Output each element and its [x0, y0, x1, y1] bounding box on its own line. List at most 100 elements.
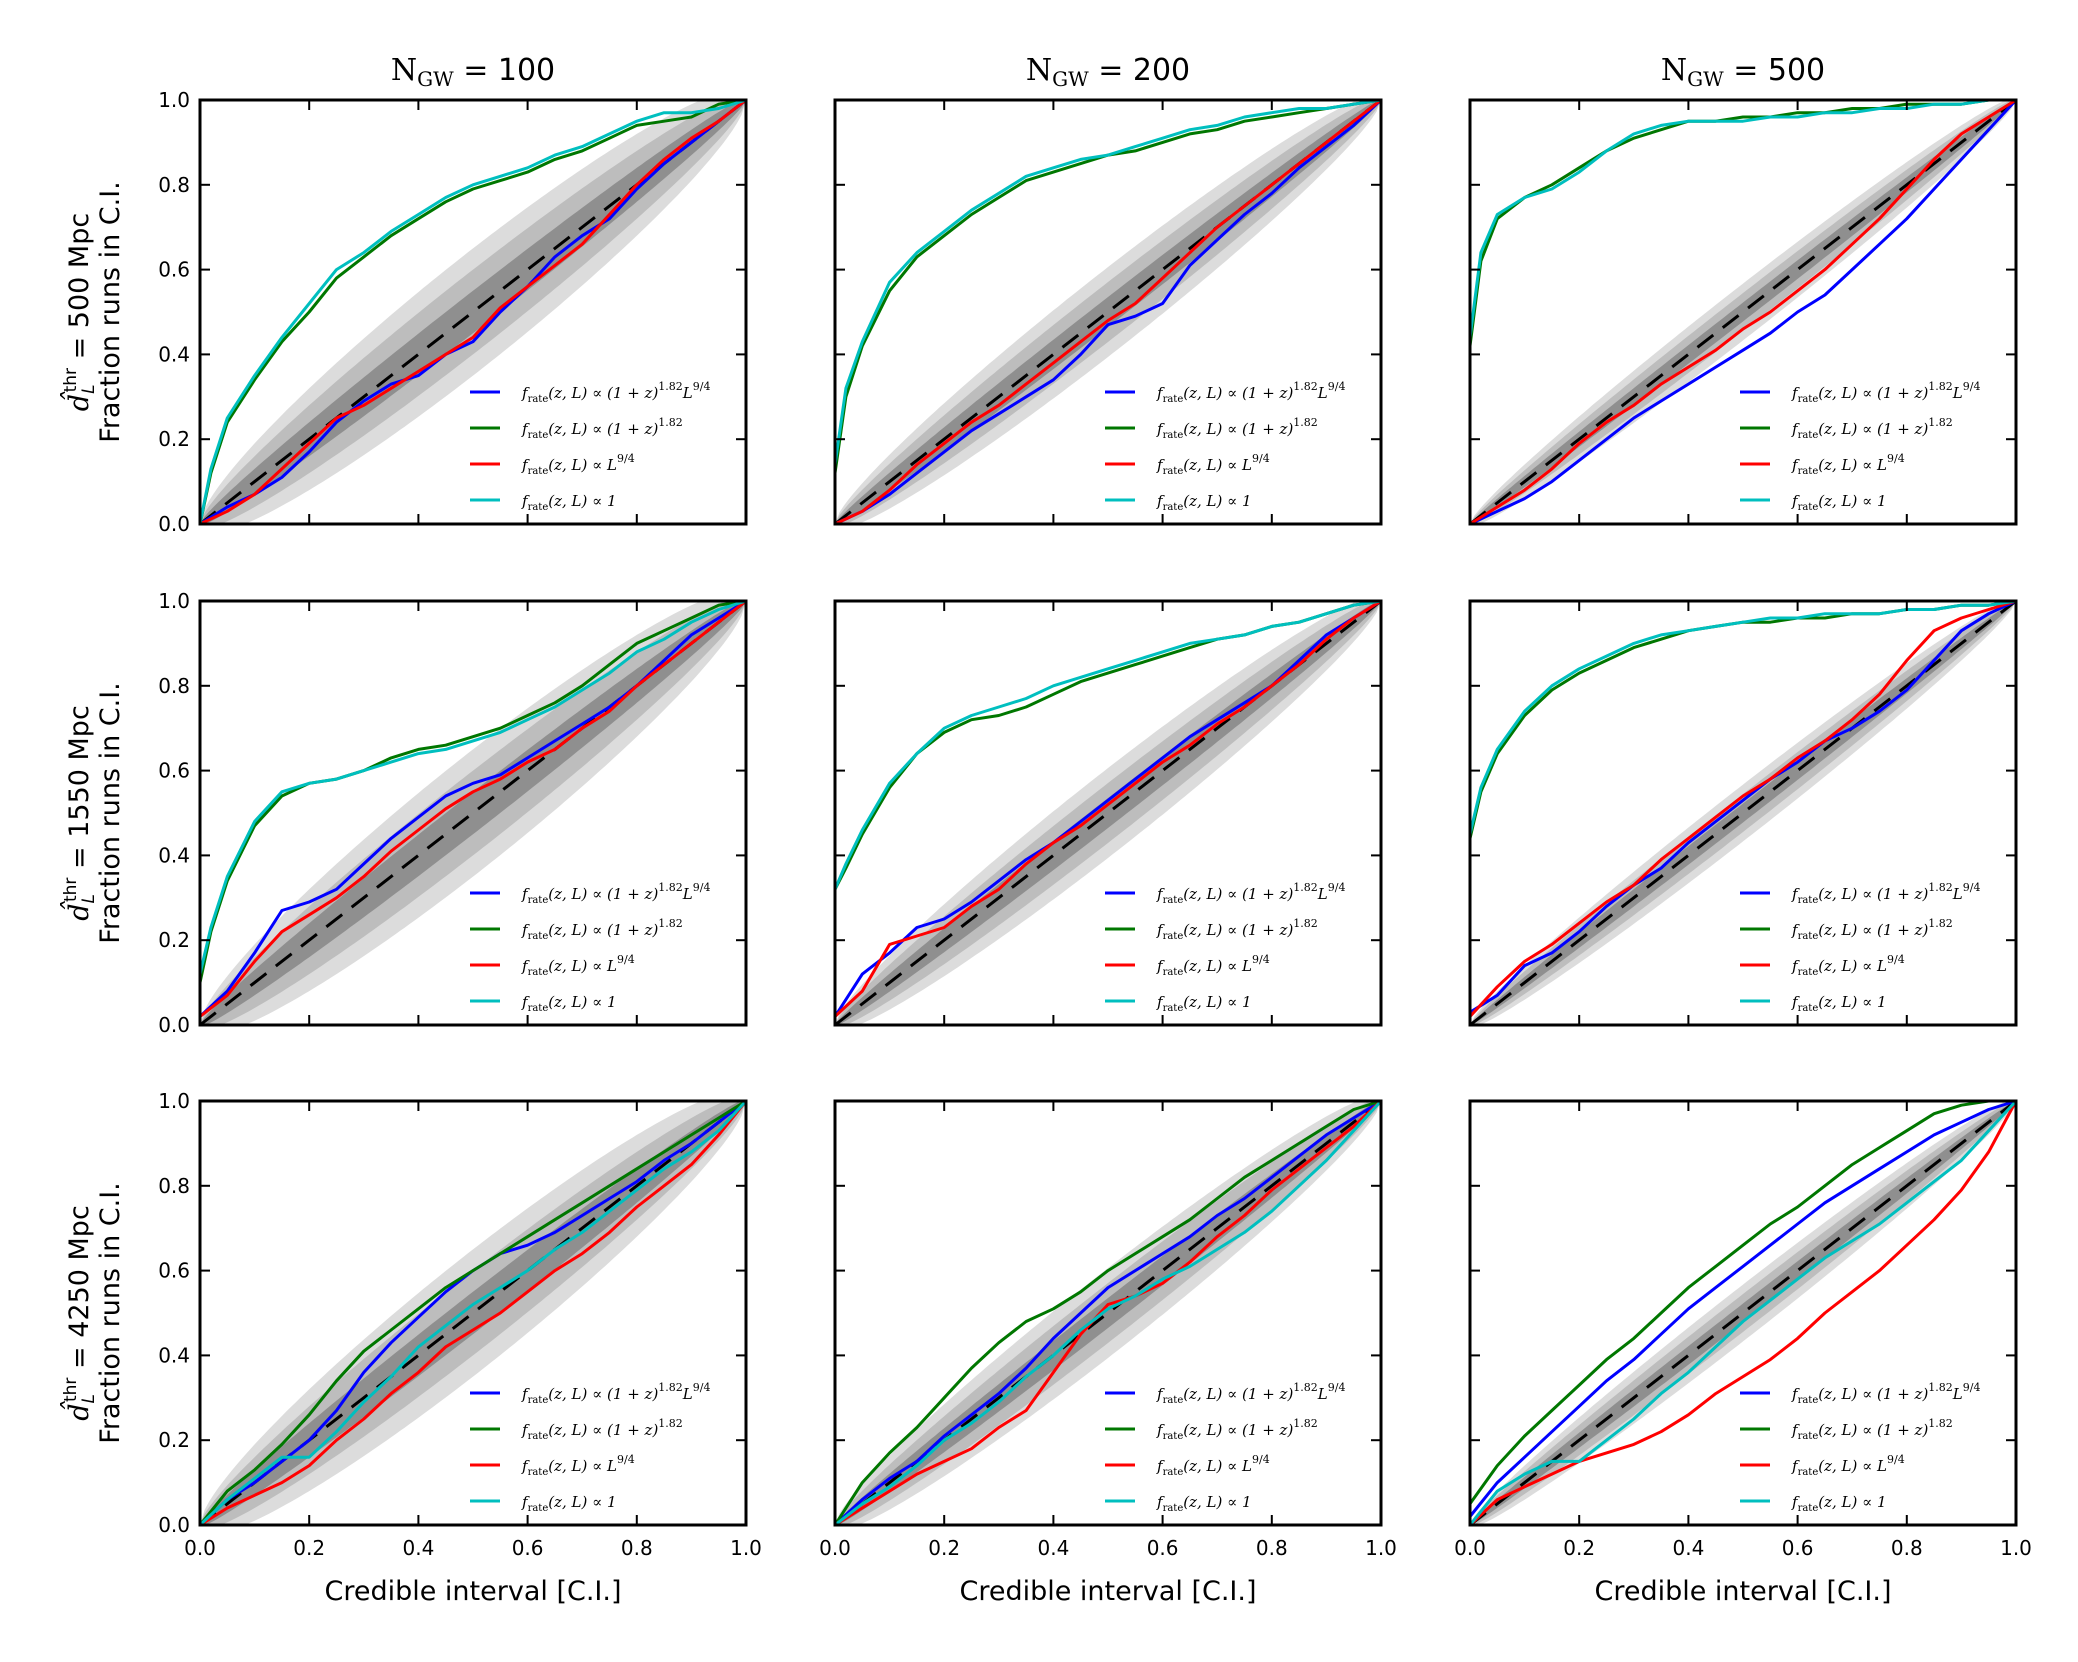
legend-base: f [1791, 1493, 1800, 1511]
legend-sup2: 9/4 [1328, 380, 1346, 393]
legend-mid: (z, L) ∝ 1 [1183, 1493, 1251, 1511]
legend-label-1: frate(z, L) ∝ (1 + z)1.82L9/4 [521, 380, 710, 405]
legend-base: f [1791, 1457, 1800, 1475]
x-tick-label: 0.6 [1782, 1536, 1814, 1560]
x-tick-label: 0.2 [293, 1536, 325, 1560]
legend-mid: (z, L) ∝ (1 + z) [1183, 1421, 1293, 1439]
series-line-4 [198, 599, 747, 975]
plot-frame [833, 1099, 1383, 1527]
legend-base: f [1791, 420, 1800, 438]
row-label-text: = 1550 Mpc [64, 705, 95, 877]
series-line-2 [198, 98, 747, 525]
legend-sub: rate [528, 967, 549, 978]
legend-base: f [521, 456, 530, 474]
legend-sup: 1.82 [1293, 380, 1318, 393]
title-equals: = [1089, 53, 1133, 88]
legend-base: f [1791, 993, 1800, 1011]
legend-mid: (z, L) ∝ L [1183, 1457, 1252, 1475]
series-line-2 [198, 1099, 747, 1526]
legend-base: f [1791, 384, 1800, 402]
series-line-4 [833, 98, 1382, 465]
series-line-2 [1468, 98, 2016, 347]
y-tick-label: 1.0 [158, 1089, 190, 1113]
y-tick-label: 0.2 [158, 928, 190, 952]
legend-sup: 1.82 [1928, 1381, 1953, 1394]
x-tick-label: 0.0 [184, 1536, 216, 1560]
legend-mid: (z, L) ∝ L [1818, 1457, 1887, 1475]
legend-mid: (z, L) ∝ (1 + z) [548, 885, 658, 903]
title-equals: = [454, 53, 498, 88]
series-line-3 [199, 599, 747, 1018]
legend-sup2: 9/4 [693, 1381, 711, 1394]
legend-mid: (z, L) ∝ L [1183, 456, 1252, 474]
plot-frame [833, 98, 1383, 526]
panel-r2-c0: 0.00.0 0.2 0.2 0.4 0.4 0.6 0.6 0.8 0.8 1.0 1.0 Cred… [158, 1089, 762, 1607]
series-line-3 [834, 1099, 1383, 1527]
y-tick-label: 0.6 [158, 759, 190, 783]
row-label-symbol: d̂ [60, 391, 95, 411]
row-label-sub: L [79, 894, 99, 903]
legend-label-3: frate(z, L) ∝ L9/4 [1156, 953, 1270, 978]
legend-tail: L [1952, 885, 1963, 903]
series-line-1 [198, 599, 747, 1018]
legend-base: f [1791, 885, 1800, 903]
legend-base: f [521, 1421, 530, 1439]
legend-base: f [521, 1457, 530, 1475]
legend-label-2: frate(z, L) ∝ (1 + z)1.82 [521, 1417, 683, 1442]
legend-label-2: frate(z, L) ∝ (1 + z)1.82 [521, 416, 683, 441]
series-line-2 [833, 1099, 1382, 1526]
title-equals: = [1724, 53, 1768, 88]
legend-mid: (z, L) ∝ (1 + z) [1818, 921, 1928, 939]
legend-mid: (z, L) ∝ (1 + z) [548, 1385, 658, 1403]
row-label: d̂Lthr = 500 Mpc Fraction runs in C.I. [60, 181, 126, 443]
legend-sup: 9/4 [1252, 452, 1270, 465]
series-line-4 [833, 599, 1382, 890]
legend-sup: 1.82 [658, 1417, 683, 1430]
legend-mid: (z, L) ∝ (1 + z) [548, 1421, 658, 1439]
legend-base: f [1156, 993, 1165, 1011]
legend-mid: (z, L) ∝ 1 [1818, 492, 1886, 510]
legend-base: f [521, 885, 530, 903]
series-line-1 [199, 98, 747, 526]
row-label: d̂Lthr = 1550 Mpc Fraction runs in C.I. [60, 682, 126, 944]
y-tick-label: 0.8 [158, 674, 190, 698]
legend-sub: rate [1163, 895, 1184, 906]
legend-sup: 1.82 [1928, 380, 1953, 393]
legend-sup: 1.82 [658, 881, 683, 894]
legend-sup2: 9/4 [693, 881, 711, 894]
legend-label-1: frate(z, L) ∝ (1 + z)1.82L9/4 [521, 881, 710, 906]
legend-base: f [1156, 885, 1165, 903]
y-tick-label: 0.4 [158, 342, 190, 366]
plot-frame [1468, 1099, 2018, 1527]
legend-sub: rate [1798, 394, 1819, 405]
legend-base: f [1156, 1493, 1165, 1511]
legend-sub: rate [1163, 430, 1184, 441]
row-label-text: = 4250 Mpc [64, 1205, 95, 1377]
row-label-sub: L [79, 1394, 99, 1403]
x-tick-label: 0.6 [512, 1536, 544, 1560]
legend-mid: (z, L) ∝ (1 + z) [1183, 1385, 1293, 1403]
row-label-ylabel: Fraction runs in C.I. [95, 682, 126, 944]
x-tick-label: 0.4 [402, 1536, 434, 1560]
legend-base: f [521, 384, 530, 402]
legend-base: f [521, 492, 530, 510]
legend-label-1: frate(z, L) ∝ (1 + z)1.82L9/4 [1156, 380, 1345, 405]
legend-label-1: frate(z, L) ∝ (1 + z)1.82L9/4 [1791, 1381, 1980, 1406]
legend-base: f [1156, 456, 1165, 474]
legend-tail: L [682, 384, 693, 402]
legend-sub: rate [528, 1431, 549, 1442]
row-label-threshold: d̂Lthr = 500 Mpc [60, 213, 99, 411]
legend-label-4: frate(z, L) ∝ 1 [521, 993, 617, 1014]
x-tick-label: 0.2 [928, 1536, 960, 1560]
legend-sub: rate [1163, 394, 1184, 405]
legend-label-1: frate(z, L) ∝ (1 + z)1.82L9/4 [1156, 1381, 1345, 1406]
title-value: 100 [498, 53, 555, 88]
legend-mid: (z, L) ∝ 1 [1818, 1493, 1886, 1511]
legend-mid: (z, L) ∝ L [548, 456, 617, 474]
x-tick-label: 0.8 [1256, 1536, 1288, 1560]
legend-sub: rate [1163, 466, 1184, 477]
legend-sup: 1.82 [1928, 881, 1953, 894]
